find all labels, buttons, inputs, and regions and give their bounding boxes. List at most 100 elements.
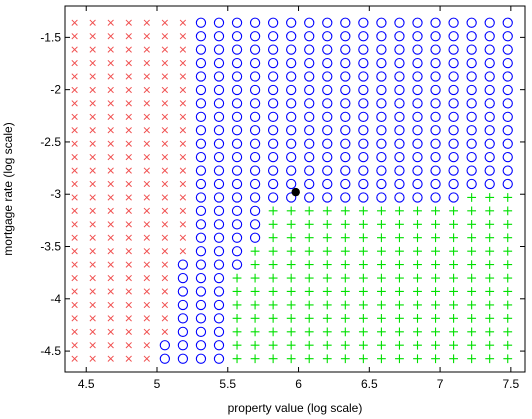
marker-x <box>89 127 96 134</box>
marker-circle <box>466 178 477 190</box>
marker-x <box>89 288 96 295</box>
marker-plus <box>449 327 458 337</box>
marker-x <box>107 73 114 80</box>
marker-plus <box>485 206 495 216</box>
marker-x <box>107 194 114 201</box>
marker-circle <box>195 286 207 297</box>
marker-circle <box>177 326 189 337</box>
marker-circle <box>394 151 405 163</box>
marker-plus <box>413 340 422 350</box>
marker-circle <box>213 246 225 257</box>
marker-plus <box>268 206 278 216</box>
marker-x <box>161 113 169 120</box>
marker-circle <box>213 326 225 337</box>
marker-x <box>143 194 150 201</box>
marker-circle <box>430 192 441 203</box>
marker-plus <box>232 287 242 296</box>
marker-plus <box>322 206 332 216</box>
marker-plus <box>467 354 477 364</box>
marker-circle <box>430 44 441 55</box>
marker-x <box>107 315 114 322</box>
marker-x <box>179 46 187 53</box>
marker-x <box>161 46 169 53</box>
marker-circle <box>466 98 477 109</box>
marker-x <box>179 127 187 134</box>
marker-circle <box>466 165 477 176</box>
marker-circle <box>502 44 513 55</box>
highlight-point <box>291 187 300 197</box>
marker-plus <box>377 233 386 243</box>
marker-plus <box>467 260 477 270</box>
marker-plus <box>250 340 260 350</box>
marker-plus <box>304 260 314 270</box>
marker-x <box>89 248 96 255</box>
marker-x <box>71 315 78 322</box>
marker-plus <box>286 313 296 323</box>
marker-x <box>179 221 187 228</box>
marker-circle <box>376 151 387 163</box>
marker-circle <box>394 71 405 82</box>
marker-circle <box>358 98 369 109</box>
marker-circle <box>267 44 279 55</box>
marker-x <box>161 86 169 94</box>
marker-circle <box>502 151 513 163</box>
marker-x <box>71 46 78 53</box>
marker-plus <box>467 193 477 202</box>
marker-circle <box>213 165 225 176</box>
marker-x <box>71 113 78 120</box>
marker-circle <box>267 151 279 163</box>
marker-plus <box>485 354 495 364</box>
marker-circle <box>322 125 333 136</box>
marker-circle <box>358 178 369 190</box>
marker-x <box>125 315 132 322</box>
marker-plus <box>413 354 422 364</box>
marker-plus <box>250 273 260 283</box>
marker-x <box>143 153 150 161</box>
marker-plus <box>286 219 296 229</box>
marker-x <box>89 342 96 349</box>
marker-plus <box>250 246 260 256</box>
marker-plus <box>304 273 314 283</box>
marker-circle <box>249 57 261 69</box>
marker-x <box>125 100 132 107</box>
marker-circle <box>502 71 513 82</box>
marker-circle <box>213 313 225 324</box>
marker-circle <box>231 44 243 55</box>
marker-circle <box>448 57 459 69</box>
marker-circle <box>195 71 207 82</box>
y-tick-label: -4 <box>50 292 61 306</box>
marker-plus <box>377 206 386 216</box>
marker-x <box>71 140 78 147</box>
marker-circle <box>430 151 441 163</box>
marker-circle <box>502 31 513 42</box>
marker-x <box>161 59 169 67</box>
marker-plus <box>250 287 260 296</box>
marker-plus <box>395 313 404 323</box>
marker-plus <box>268 287 278 296</box>
marker-x <box>143 140 150 147</box>
marker-plus <box>467 327 477 337</box>
marker-x <box>161 315 169 322</box>
marker-plus <box>358 313 368 323</box>
marker-plus <box>413 273 422 283</box>
marker-circle <box>340 151 351 163</box>
marker-x <box>125 86 132 94</box>
marker-plus <box>377 287 386 296</box>
y-tick-label: -1.5 <box>40 30 61 44</box>
marker-x <box>71 59 78 67</box>
marker-plus <box>467 300 477 310</box>
marker-x <box>179 180 187 188</box>
marker-plus <box>340 287 350 296</box>
marker-plus <box>358 219 368 229</box>
marker-plus <box>395 327 404 337</box>
marker-x <box>89 315 96 322</box>
marker-circle <box>286 44 297 55</box>
marker-plus <box>268 233 278 243</box>
marker-x <box>107 342 114 349</box>
marker-plus <box>286 300 296 310</box>
marker-plus <box>268 260 278 270</box>
marker-plus <box>358 206 368 216</box>
marker-plus <box>322 233 332 243</box>
marker-circle <box>376 84 387 96</box>
marker-plus <box>268 273 278 283</box>
